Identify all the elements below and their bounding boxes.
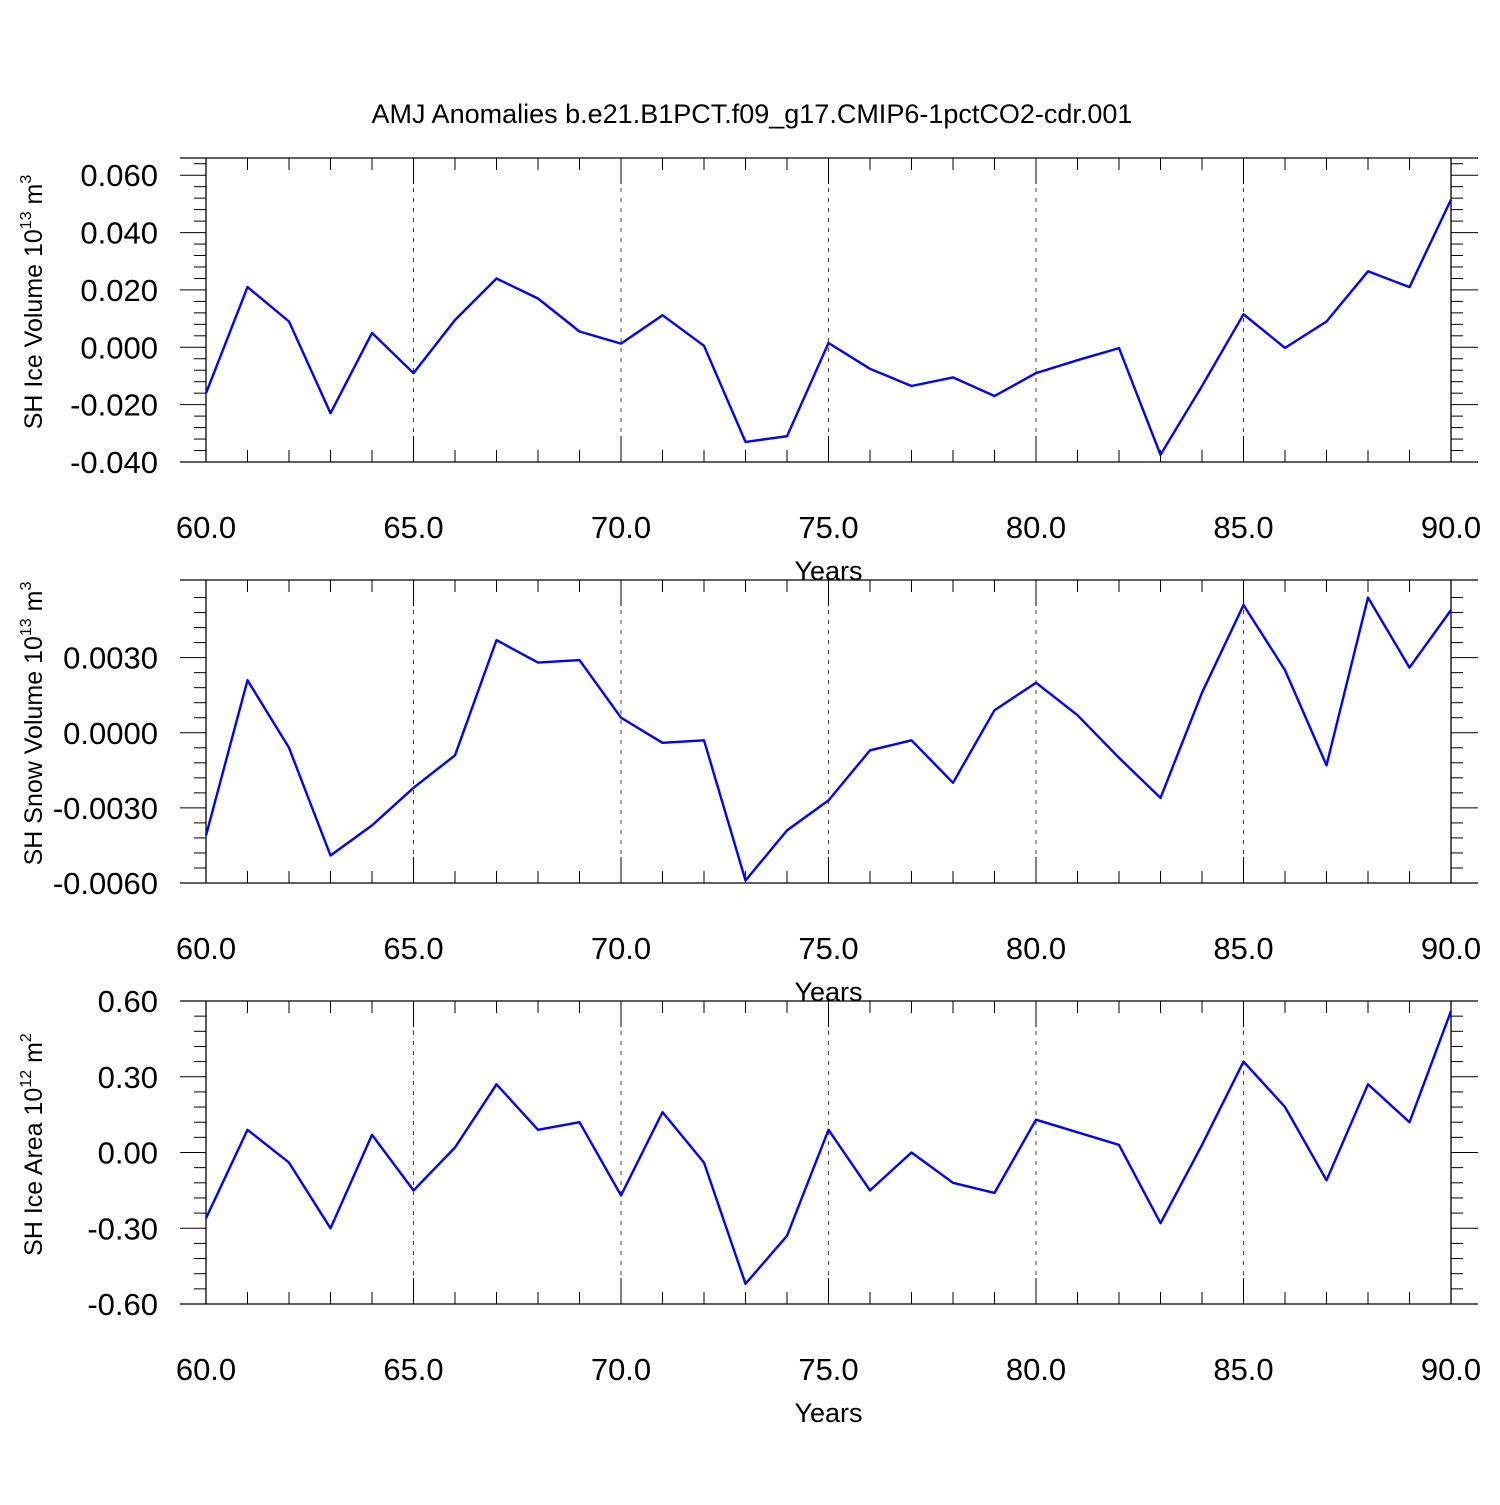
y-tick-label: 0.000 [80,330,158,365]
y-tick-label: 0.30 [98,1060,158,1095]
x-tick-label: 90.0 [1421,510,1481,545]
x-tick-label: 65.0 [383,931,443,966]
y-tick-label: 0.020 [80,273,158,308]
y-label-unit-exp: 3 [18,582,35,591]
x-tick-label: 90.0 [1421,1352,1481,1387]
panel-2: 60.0 65.0 70.0 75.0 80.0 85.0 90.0 -0.0060 -0.00… [18,579,1481,1007]
x-tick-label: 70.0 [591,510,651,545]
x-tick-label: 60.0 [176,510,236,545]
panel-1: 60.0 65.0 70.0 75.0 80.0 85.0 90.0 -0.040 -0.020… [18,157,1481,586]
y-tick-label: -0.040 [70,445,158,480]
y-axis-label: SH Ice Area 1012 m2 [18,1033,48,1256]
y-label-unit-exp: 2 [18,1033,35,1042]
y-tick-label: -0.30 [87,1211,158,1246]
series-line [204,199,1453,456]
x-tick-label: 80.0 [1006,1352,1066,1387]
x-tick-label: 60.0 [176,931,236,966]
y-tick-label: 0.0030 [63,641,158,676]
x-tick-label: 85.0 [1213,1352,1273,1387]
y-label-base: SH Ice Area 10 [20,1088,48,1256]
y-tick-label: -0.0060 [53,866,158,901]
y-label-exp: 13 [18,618,35,636]
y-label-unit: m [20,591,48,619]
y-tick-label: 0.00 [98,1136,158,1171]
y-tick-label: 0.040 [80,216,158,251]
x-tick-label: 65.0 [383,1352,443,1387]
y-label-unit: m [20,184,48,212]
panels: 60.0 65.0 70.0 75.0 80.0 85.0 90.0 -0.040 -0.020… [18,157,1481,1428]
series-line [204,1010,1453,1286]
y-label-unit: m [20,1042,48,1070]
y-label-exp: 12 [18,1070,35,1088]
y-label-base: SH Snow Volume 10 [20,636,48,865]
x-tick-label: 65.0 [383,510,443,545]
x-tick-label: 80.0 [1006,931,1066,966]
y-tick-label: 0.0000 [63,716,158,751]
x-tick-label: 80.0 [1006,510,1066,545]
x-tick-label: 70.0 [591,1352,651,1387]
y-tick-label: 0.60 [98,984,158,1019]
x-tick-label: 90.0 [1421,931,1481,966]
panel-3: 60.0 65.0 70.0 75.0 80.0 85.0 90.0 -0.60 -0.30 0.… [18,984,1481,1428]
y-label-unit-exp: 3 [18,175,35,184]
y-tick-label: 0.060 [80,158,158,193]
y-tick-label: -0.0030 [53,791,158,826]
x-tick-label: 75.0 [798,1352,858,1387]
y-label-base: SH Ice Volume 10 [20,229,48,429]
x-tick-label: 60.0 [176,1352,236,1387]
x-tick-label: 85.0 [1213,510,1273,545]
y-tick-label: -0.60 [87,1287,158,1322]
x-tick-label: 75.0 [798,510,858,545]
chart-title: AMJ Anomalies b.e21.B1PCT.f09_g17.CMIP6-… [372,99,1133,129]
x-tick-label: 75.0 [798,931,858,966]
y-tick-label: -0.020 [70,388,158,423]
y-axis-label: SH Snow Volume 1013 m3 [18,582,48,866]
x-tick-label: 70.0 [591,931,651,966]
x-tick-label: 85.0 [1213,931,1273,966]
series-line [204,596,1452,882]
y-label-exp: 13 [18,211,35,229]
y-axis-label: SH Ice Volume 1013 m3 [18,175,48,430]
x-axis-label: Years [794,1398,862,1428]
